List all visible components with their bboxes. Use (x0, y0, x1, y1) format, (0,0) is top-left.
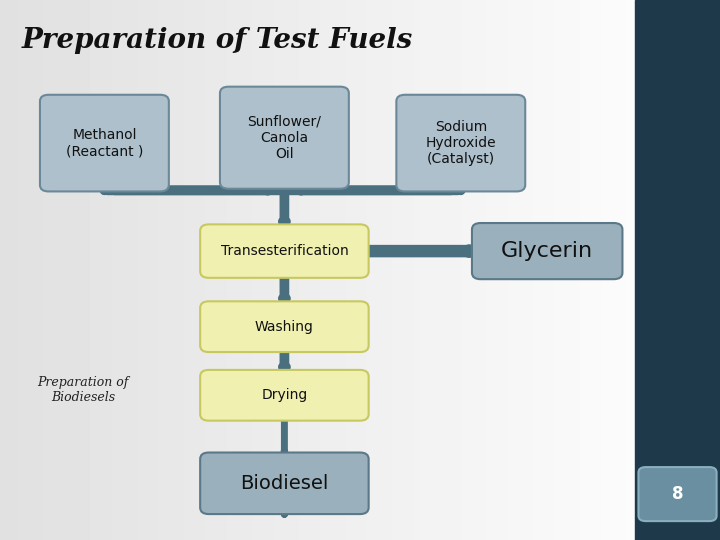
FancyBboxPatch shape (396, 95, 526, 192)
Text: Sunflower/
Canola
Oil: Sunflower/ Canola Oil (248, 114, 321, 161)
FancyBboxPatch shape (639, 467, 716, 521)
Text: Preparation of
Biodiesels: Preparation of Biodiesels (37, 376, 128, 404)
Text: Preparation of Test Fuels: Preparation of Test Fuels (22, 27, 413, 54)
FancyBboxPatch shape (200, 453, 369, 514)
FancyBboxPatch shape (472, 223, 622, 279)
Text: 8: 8 (672, 485, 683, 503)
Text: Biodiesel: Biodiesel (240, 474, 328, 493)
Text: Drying: Drying (261, 388, 307, 402)
Bar (635, 0, 720, 540)
Text: Glycerin: Glycerin (501, 241, 593, 261)
FancyBboxPatch shape (200, 370, 369, 421)
Text: Washing: Washing (255, 320, 314, 334)
FancyBboxPatch shape (220, 87, 348, 189)
FancyBboxPatch shape (200, 301, 369, 352)
FancyBboxPatch shape (40, 95, 168, 192)
Text: Transesterification: Transesterification (220, 244, 348, 258)
Text: Methanol
(Reactant ): Methanol (Reactant ) (66, 128, 143, 158)
Text: Sodium
Hydroxide
(Catalyst): Sodium Hydroxide (Catalyst) (426, 120, 496, 166)
FancyBboxPatch shape (200, 225, 369, 278)
